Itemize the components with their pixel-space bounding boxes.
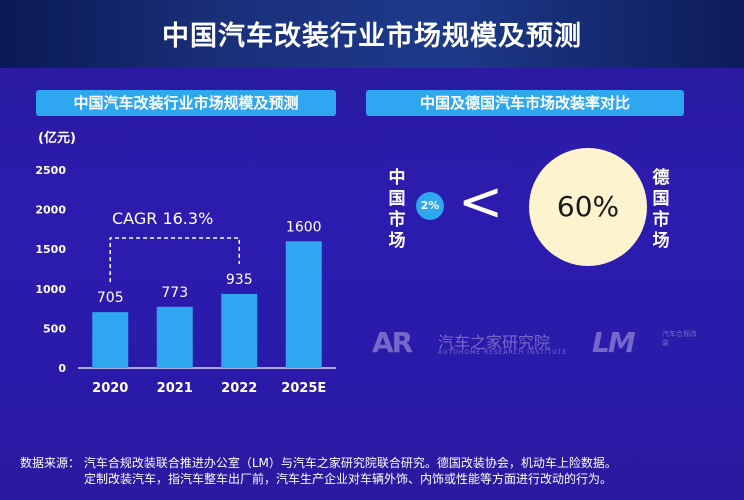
page-title: 中国汽车改装行业市场规模及预测 [162,21,582,52]
china-market-label: 中国市场 [388,168,406,251]
right-panel-title: 中国及德国汽车市场改装率对比 [366,90,684,116]
y-tick-label: 1500 [35,243,66,256]
y-tick-label: 0 [58,362,66,375]
source-line-2: 定制改装汽车，指汽车整车出厂前，汽车生产企业对车辆外饰、内饰或性能等方面进行改动… [84,472,613,486]
lm-logo: LM [592,326,636,359]
source-line-1: 数据来源： 汽车合规改装联合推进办公室（LM）与汽车之家研究院联合研究。德国改装… [20,456,617,470]
autohome-logo-text: 汽车之家研究院 [438,333,551,352]
bar-value-label: 705 [97,290,124,306]
bar-2021 [156,306,193,368]
x-tick-label: 2025E [281,381,326,396]
germany-rate-circle: 60% [529,148,647,266]
y-tick-label: 1000 [35,283,66,296]
autohome-logo-subtext: AUTOHOME RESEARCH INSTITUTE [438,349,568,356]
autohome-logo: AR [372,326,413,359]
y-tick-label: 500 [43,322,66,335]
x-tick-label: 2020 [92,381,128,396]
left-panel-title: 中国汽车改装行业市场规模及预测 [36,90,336,116]
watermark: AR 汽车之家研究院 AUTOHOME RESEARCH INSTITUTE L… [372,326,702,360]
x-tick-label: 2022 [221,381,257,396]
y-tick-label: 2000 [35,204,66,217]
source-note: 数据来源： 汽车合规改装联合推进办公室（LM）与汽车之家研究院联合研究。德国改装… [20,455,730,487]
y-tick-label: 2500 [35,164,66,177]
cagr-annotation: CAGR 16.3% [112,209,213,228]
cagr-bracket-line [109,237,240,283]
bar-value-label: 935 [226,272,253,288]
less-than-symbol: < [458,170,504,233]
bar-2022 [221,293,258,368]
cagr-bracket: CAGR 16.3% [109,209,240,283]
y-unit-label: (亿元) [38,130,76,146]
header-band [0,0,744,68]
x-tick-label: 2021 [157,381,193,396]
germany-market-label: 德国市场 [652,168,670,251]
china-rate-circle: 2% [416,192,444,220]
bar-2025E [285,241,322,368]
bar-value-label: 1600 [286,219,322,235]
bar-value-label: 773 [161,285,188,301]
lm-logo-text: 汽车合规改装 [662,330,697,347]
bar-2020 [92,312,129,368]
